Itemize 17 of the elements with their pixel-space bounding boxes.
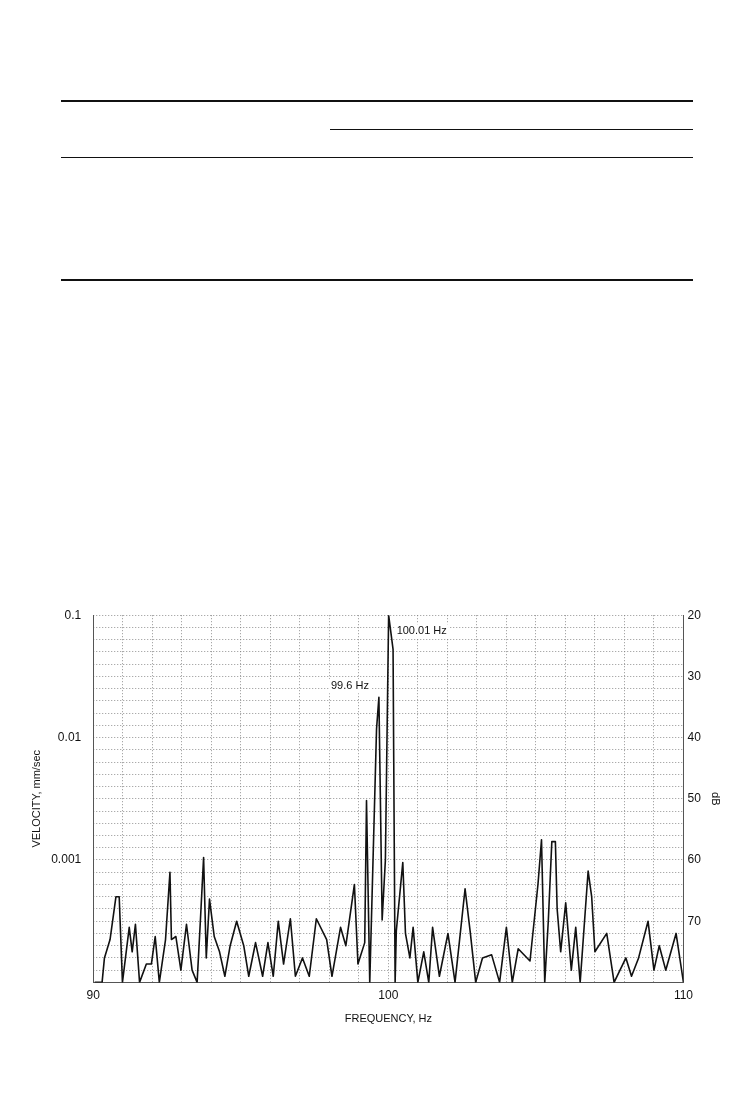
y2-tick-label: 20: [687, 607, 702, 622]
y2-tick-label: 30: [687, 668, 702, 683]
y-tick-label: 0.1: [64, 607, 82, 622]
y-tick-label: 0.01: [57, 729, 82, 744]
annotation: 100.01 Hz: [396, 624, 447, 637]
y-tick-label: 0.001: [51, 852, 82, 867]
x-tick-label: 110: [673, 987, 694, 1002]
x-tick-label: 90: [86, 987, 101, 1002]
y2-tick-label: 50: [687, 791, 702, 806]
y2-tick-label: 70: [687, 913, 702, 928]
y2-axis-title: dB: [710, 792, 723, 806]
annotation: 99.6 Hz: [330, 679, 369, 692]
x-tick-label: 100: [378, 987, 399, 1002]
x-axis-title: FREQUENCY, Hz: [344, 1012, 432, 1025]
y2-tick-label: 40: [687, 729, 702, 744]
y-axis-title: VELOCITY, mm/sec: [29, 749, 42, 848]
y2-tick-label: 60: [687, 852, 702, 867]
